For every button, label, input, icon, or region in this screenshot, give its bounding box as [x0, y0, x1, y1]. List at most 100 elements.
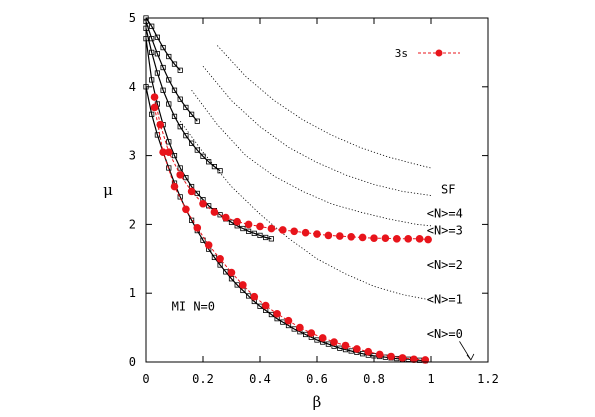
- x-tick-label: 0.8: [363, 372, 385, 386]
- red-point: [404, 235, 413, 243]
- legend: 3s: [395, 47, 460, 60]
- red-point: [279, 226, 287, 234]
- square-marker: [160, 44, 166, 51]
- square-marker: [149, 36, 155, 42]
- red-point: [233, 217, 241, 226]
- red-point: [324, 231, 333, 240]
- square-marker: [240, 225, 246, 232]
- red-point: [353, 345, 361, 353]
- red-point: [387, 352, 395, 361]
- square-marker: [166, 77, 172, 83]
- red-point: [375, 350, 384, 359]
- square-marker: [337, 345, 343, 351]
- square-marker: [166, 53, 172, 60]
- square-marker: [154, 34, 160, 40]
- red-point: [187, 187, 196, 196]
- red-point: [256, 222, 264, 231]
- square-marker: [359, 351, 366, 357]
- square-marker: [177, 67, 183, 73]
- square-marker: [314, 337, 320, 343]
- red-point: [307, 329, 316, 337]
- y-tick-label: 4: [129, 80, 136, 94]
- red-point: [150, 93, 159, 101]
- red-point: [364, 347, 373, 356]
- annotation-arrow: [459, 341, 475, 361]
- annotation-n2: <N>=2: [427, 258, 463, 272]
- square-marker: [154, 51, 160, 57]
- square-marker: [177, 96, 183, 102]
- square-marker: [251, 230, 257, 236]
- square-marker: [188, 111, 195, 117]
- y-tick-label: 5: [129, 11, 136, 25]
- square-marker: [183, 133, 189, 139]
- dotted-curve-8: [217, 45, 432, 169]
- boundary-line-2: [145, 28, 221, 172]
- red-point: [393, 235, 401, 243]
- square-marker: [154, 132, 160, 138]
- square-marker: [183, 175, 189, 181]
- x-tick-label: 1.2: [477, 372, 499, 386]
- red-point: [341, 341, 350, 350]
- x-tick-label: 1: [427, 372, 434, 386]
- red-point: [159, 148, 167, 156]
- red-point: [318, 334, 327, 342]
- x-axis-label: β: [313, 393, 322, 411]
- red-point: [216, 254, 224, 263]
- boundary-line-3: [145, 21, 198, 122]
- square-marker: [154, 70, 160, 76]
- red-point: [347, 232, 356, 241]
- red-point: [239, 281, 247, 289]
- square-marker: [183, 104, 189, 111]
- square-marker: [200, 153, 206, 159]
- red-point: [336, 232, 344, 240]
- square-marker: [194, 190, 200, 197]
- red-point: [210, 208, 219, 216]
- square-marker: [171, 61, 178, 67]
- annotation-n1: <N>=1: [427, 293, 463, 307]
- square-marker: [177, 124, 183, 130]
- red-point: [227, 268, 236, 277]
- boundary-line-4: [145, 17, 181, 71]
- square-marker: [200, 237, 206, 243]
- annotation-n3: <N>=3: [427, 224, 463, 238]
- square-marker: [171, 113, 178, 119]
- square-marker: [325, 341, 332, 347]
- annotation-sf: SF: [441, 182, 455, 196]
- red-point: [204, 241, 213, 249]
- dotted-curve-6: [191, 89, 432, 227]
- red-point: [244, 220, 253, 229]
- annotation-n4: <N>=4: [427, 207, 463, 221]
- square-marker: [257, 232, 263, 239]
- y-tick-label: 2: [129, 217, 136, 231]
- square-marker: [217, 212, 223, 218]
- square-marker: [263, 234, 269, 241]
- x-tick-label: 0.4: [249, 372, 271, 386]
- annotation-mi: MI N=0: [172, 299, 215, 313]
- red-point: [165, 148, 173, 156]
- square-marker: [149, 111, 155, 117]
- x-tick-label: 0: [142, 372, 149, 386]
- y-tick-label: 3: [129, 149, 136, 163]
- red-point: [313, 230, 321, 238]
- square-marker: [177, 194, 183, 200]
- dotted-curves: [179, 45, 432, 301]
- red-point: [381, 234, 390, 242]
- square-marker: [149, 77, 155, 83]
- red-point: [296, 323, 304, 332]
- square-marker: [211, 164, 217, 170]
- square-marker: [160, 87, 166, 93]
- red-point: [421, 356, 430, 364]
- x-tick-label: 0.2: [192, 372, 214, 386]
- square-marker: [194, 118, 200, 124]
- square-marker: [206, 159, 212, 165]
- red-point: [150, 103, 159, 112]
- square-marker: [217, 262, 223, 268]
- legend-label-3s: 3s: [395, 47, 408, 60]
- square-marker: [166, 101, 172, 107]
- square-marker: [217, 168, 223, 174]
- red-point: [284, 316, 293, 325]
- red-point: [398, 354, 407, 362]
- square-marker: [194, 147, 200, 153]
- red-point: [424, 235, 432, 244]
